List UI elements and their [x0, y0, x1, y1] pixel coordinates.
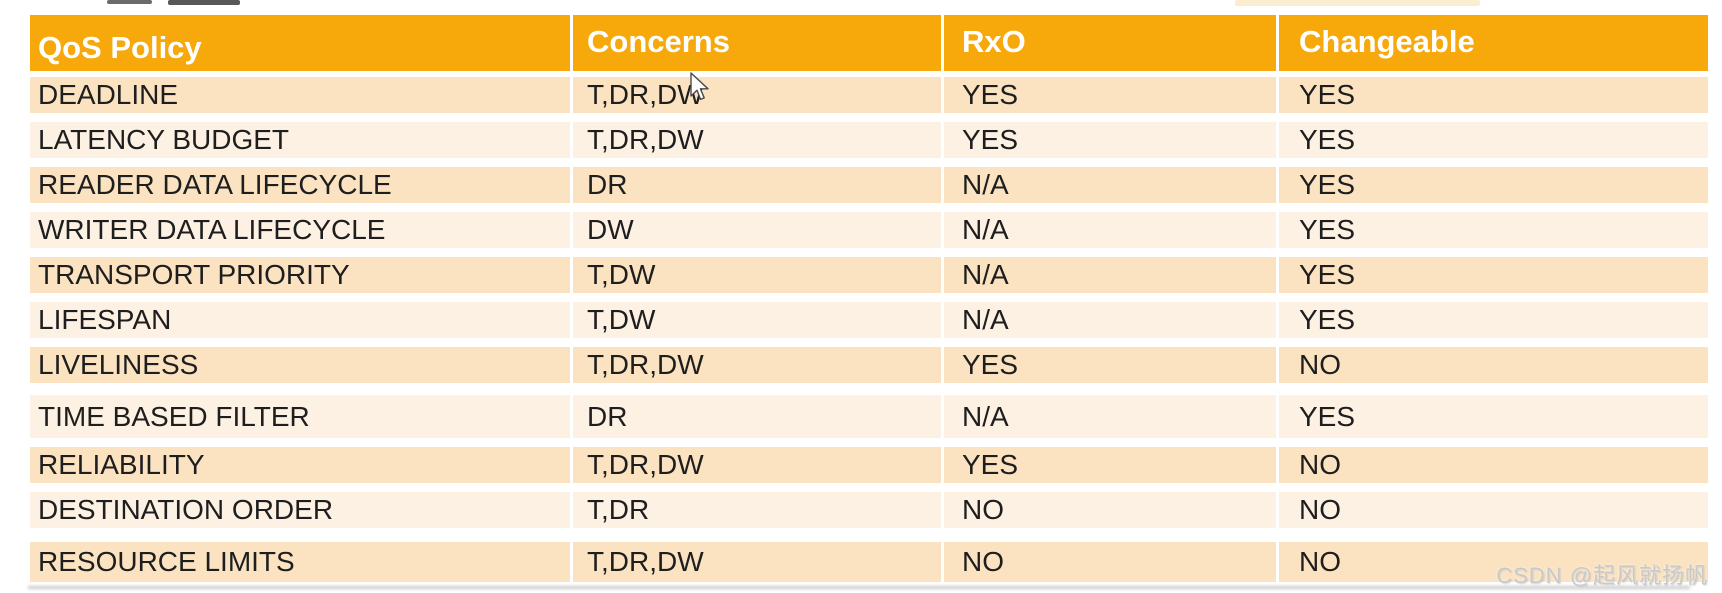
table-header-row: QoS Policy Concerns RxO Changeable	[30, 15, 1708, 71]
table-row: DEADLINE T,DR,DW YES YES	[30, 77, 1708, 113]
concerns-cell: T,DR	[573, 492, 941, 528]
table-row: RELIABILITY T,DR,DW YES NO	[30, 447, 1708, 483]
policy-cell: WRITER DATA LIFECYCLE	[30, 212, 570, 248]
concerns-cell: T,DR,DW	[573, 347, 941, 383]
policy-cell: LIFESPAN	[30, 302, 570, 338]
table-row: DESTINATION ORDER T,DR NO NO	[30, 492, 1708, 528]
changeable-cell: NO	[1279, 447, 1708, 483]
rxo-cell: NO	[944, 492, 1276, 528]
rxo-cell: N/A	[944, 395, 1276, 438]
table-row: WRITER DATA LIFECYCLE DW N/A YES	[30, 212, 1708, 248]
rxo-cell: YES	[944, 347, 1276, 383]
cropped-text-remnant	[107, 0, 152, 4]
table-row: LIFESPAN T,DW N/A YES	[30, 302, 1708, 338]
rxo-cell: N/A	[944, 302, 1276, 338]
table-row: LATENCY BUDGET T,DR,DW YES YES	[30, 122, 1708, 158]
policy-cell: TRANSPORT PRIORITY	[30, 257, 570, 293]
policy-cell: TIME BASED FILTER	[30, 395, 570, 438]
csdn-watermark: CSDN @起风就扬帆	[1496, 563, 1708, 588]
changeable-cell: YES	[1279, 257, 1708, 293]
changeable-cell: NO	[1279, 492, 1708, 528]
column-header-changeable: Changeable	[1279, 15, 1708, 71]
rxo-cell: N/A	[944, 257, 1276, 293]
changeable-cell: YES	[1279, 167, 1708, 203]
concerns-cell: T,DR,DW	[573, 542, 941, 582]
qos-policy-table: QoS Policy Concerns RxO Changeable DEADL…	[30, 15, 1708, 582]
rxo-cell: YES	[944, 77, 1276, 113]
rxo-cell: NO	[944, 542, 1276, 582]
policy-cell: DESTINATION ORDER	[30, 492, 570, 528]
rxo-cell: YES	[944, 447, 1276, 483]
rxo-cell: YES	[944, 122, 1276, 158]
column-header-concerns: Concerns	[573, 15, 941, 71]
concerns-cell: T,DW	[573, 302, 941, 338]
table-body: DEADLINE T,DR,DW YES YES LATENCY BUDGET …	[30, 77, 1708, 582]
changeable-cell: YES	[1279, 395, 1708, 438]
changeable-cell: YES	[1279, 77, 1708, 113]
concerns-cell: T,DR,DW	[573, 447, 941, 483]
cropped-text-remnant	[1235, 0, 1480, 6]
table-row: TRANSPORT PRIORITY T,DW N/A YES	[30, 257, 1708, 293]
concerns-cell: DW	[573, 212, 941, 248]
mouse-arrow-cursor-icon	[690, 72, 709, 101]
column-header-qos-policy: QoS Policy	[30, 15, 570, 71]
concerns-cell: DR	[573, 167, 941, 203]
policy-cell: RELIABILITY	[30, 447, 570, 483]
concerns-cell: T,DR,DW	[573, 77, 941, 113]
policy-cell: RESOURCE LIMITS	[30, 542, 570, 582]
table-row: RESOURCE LIMITS T,DR,DW NO NO	[30, 542, 1708, 582]
changeable-cell: NO	[1279, 542, 1708, 582]
table-bottom-shadow	[28, 586, 1690, 589]
cropped-text-remnant	[168, 0, 240, 5]
table-row: TIME BASED FILTER DR N/A YES	[30, 395, 1708, 438]
changeable-cell: YES	[1279, 122, 1708, 158]
changeable-cell: NO	[1279, 347, 1708, 383]
column-header-rxo: RxO	[944, 15, 1276, 71]
rxo-cell: N/A	[944, 212, 1276, 248]
changeable-cell: YES	[1279, 212, 1708, 248]
policy-cell: LATENCY BUDGET	[30, 122, 570, 158]
policy-cell: READER DATA LIFECYCLE	[30, 167, 570, 203]
concerns-cell: T,DR,DW	[573, 122, 941, 158]
concerns-cell: DR	[573, 395, 941, 438]
policy-cell: LIVELINESS	[30, 347, 570, 383]
changeable-cell: YES	[1279, 302, 1708, 338]
rxo-cell: N/A	[944, 167, 1276, 203]
concerns-cell: T,DW	[573, 257, 941, 293]
policy-cell: DEADLINE	[30, 77, 570, 113]
table-row: LIVELINESS T,DR,DW YES NO	[30, 347, 1708, 383]
table-row: READER DATA LIFECYCLE DR N/A YES	[30, 167, 1708, 203]
